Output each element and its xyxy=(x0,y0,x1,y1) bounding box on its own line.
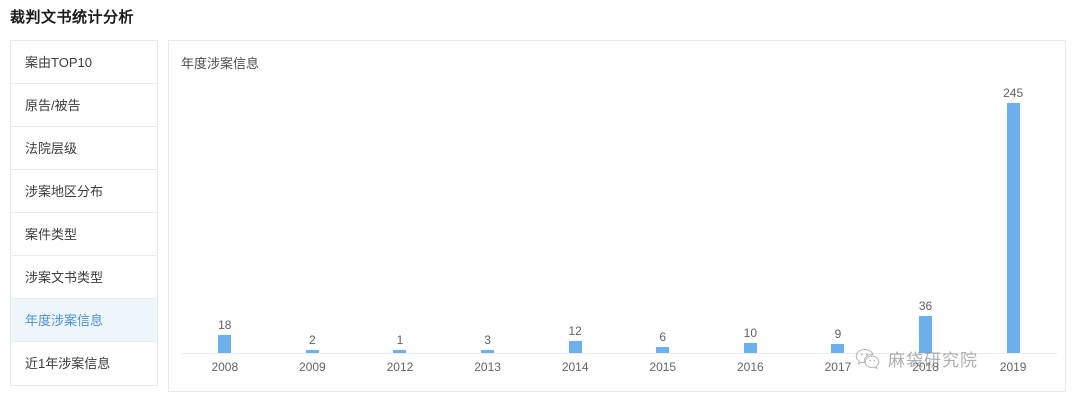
bar-rect[interactable] xyxy=(218,335,232,353)
bar-item[interactable]: 36 xyxy=(882,81,970,353)
bar-item[interactable]: 245 xyxy=(969,81,1057,353)
sidebar-item-label: 案件类型 xyxy=(25,227,78,242)
sidebar-item-label: 涉案地区分布 xyxy=(25,184,104,199)
bar-rect[interactable] xyxy=(305,350,319,353)
bar-item[interactable]: 3 xyxy=(444,81,532,353)
chart-panel: 年度涉案信息 18 2 1 3 12 6 10 9 36 245 2008 2009 2012 2013… xyxy=(168,40,1066,392)
bar-value-label: 245 xyxy=(1003,86,1024,100)
bar-rect[interactable] xyxy=(919,316,933,353)
bar-value-label: 9 xyxy=(834,327,842,341)
chart-plot-area: 18 2 1 3 12 6 10 9 36 245 2008 2009 2012 2013 2014 201… xyxy=(181,81,1057,391)
bar-value-label: 2 xyxy=(309,333,316,347)
chart-title: 年度涉案信息 xyxy=(181,56,260,71)
x-axis-labels: 2008 2009 2012 2013 2014 2015 2016 2017 2018 2019 xyxy=(181,356,1057,378)
bar-rect[interactable] xyxy=(656,347,670,353)
sidebar-item-2[interactable]: 法院层级 xyxy=(11,127,157,170)
sidebar-item-3[interactable]: 涉案地区分布 xyxy=(11,170,157,213)
x-axis-line xyxy=(181,353,1057,354)
x-axis-tick-label: 2018 xyxy=(912,360,939,374)
bar-value-label: 10 xyxy=(743,326,758,340)
bar-item[interactable]: 18 xyxy=(181,81,269,353)
bar-value-label: 12 xyxy=(568,324,582,338)
sidebar-item-4[interactable]: 案件类型 xyxy=(11,213,157,256)
bar-item[interactable]: 10 xyxy=(707,81,795,353)
sidebar-item-label: 案由TOP10 xyxy=(25,55,92,70)
x-axis-tick-label: 2012 xyxy=(386,360,414,374)
sidebar-item-label: 近1年涉案信息 xyxy=(25,356,111,371)
sidebar-item-1[interactable]: 原告/被告 xyxy=(11,84,157,127)
sidebar-item-label: 法院层级 xyxy=(25,141,78,156)
sidebar-item-label: 原告/被告 xyxy=(25,98,81,113)
bar-value-label: 18 xyxy=(218,318,232,332)
bar-rect[interactable] xyxy=(743,343,757,353)
sidebar-nav: 案由TOP10 原告/被告法院层级涉案地区分布 案件类型涉案文书类型 年度涉案信息 近1… xyxy=(10,40,158,386)
bar-item[interactable]: 2 xyxy=(269,81,357,353)
sidebar-item-label: 年度涉案信息 xyxy=(25,313,104,328)
x-axis-tick-label: 2008 xyxy=(211,360,239,374)
sidebar-item-7[interactable]: 近1年涉案信息 xyxy=(11,342,157,385)
sidebar-item-label: 涉案文书类型 xyxy=(25,270,104,285)
x-axis-tick-label: 2009 xyxy=(299,360,326,374)
bar-value-label: 3 xyxy=(484,333,491,347)
sidebar-item-5[interactable]: 涉案文书类型 xyxy=(11,256,157,299)
x-axis-tick-label: 2013 xyxy=(474,360,501,374)
x-axis-tick-label: 2015 xyxy=(649,360,677,374)
bar-item[interactable]: 9 xyxy=(794,81,882,353)
bar-value-label: 1 xyxy=(396,333,404,347)
bar-rect[interactable] xyxy=(831,344,845,353)
bar-rect[interactable] xyxy=(393,350,407,353)
bar-rect[interactable] xyxy=(568,341,582,353)
bar-rect[interactable] xyxy=(1006,103,1020,353)
x-axis-tick-label: 2019 xyxy=(999,360,1027,374)
bar-series: 18 2 1 3 12 6 10 9 36 245 xyxy=(181,81,1057,353)
bar-rect[interactable] xyxy=(481,350,495,353)
sidebar-item-0[interactable]: 案由TOP10 xyxy=(11,41,157,84)
bar-item[interactable]: 12 xyxy=(531,81,619,353)
bar-value-label: 6 xyxy=(659,330,667,344)
x-axis-tick-label: 2016 xyxy=(737,360,764,374)
x-axis-tick-label: 2014 xyxy=(561,360,589,374)
sidebar-item-6[interactable]: 年度涉案信息 xyxy=(11,299,157,342)
bar-item[interactable]: 1 xyxy=(356,81,444,353)
bar-item[interactable]: 6 xyxy=(619,81,707,353)
x-axis-tick-label: 2017 xyxy=(824,360,852,374)
page-title: 裁判文书统计分析 xyxy=(10,9,135,26)
bar-value-label: 36 xyxy=(918,299,933,313)
